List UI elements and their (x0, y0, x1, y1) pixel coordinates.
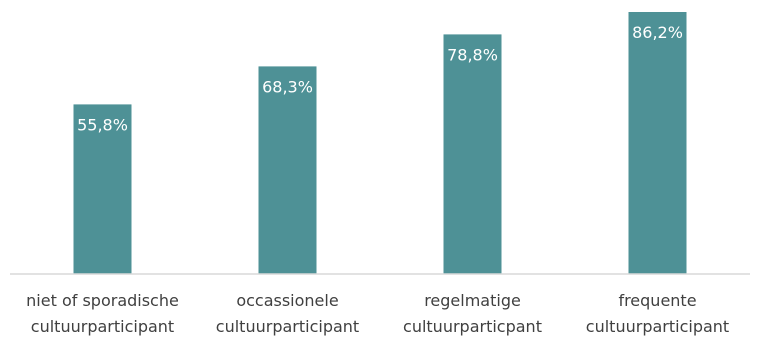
data-labels-group: 55,8% 68,3% 78,8% 86,2% (77, 23, 683, 134)
category-label-1-line-2: cultuurparticipant (31, 317, 174, 336)
category-label-3-line-1: regelmatige (424, 291, 521, 310)
data-label-3: 78,8% (447, 45, 498, 64)
bar-1 (73, 104, 132, 275)
category-label-4-line-1: frequente (618, 291, 696, 310)
category-label-4-line-2: cultuurparticipant (586, 317, 729, 336)
bar-3 (443, 34, 502, 275)
category-label-2-line-1: occassionele (236, 291, 338, 310)
data-label-1: 55,8% (77, 115, 128, 134)
category-label-3-line-2: cultuurparticpant (403, 317, 542, 336)
bar-2 (258, 66, 317, 275)
bars-group (73, 12, 687, 275)
category-label-2-line-2: cultuurparticipant (216, 317, 359, 336)
data-label-2: 68,3% (262, 77, 313, 96)
data-label-4: 86,2% (632, 23, 683, 42)
category-label-1-line-1: niet of sporadische (26, 291, 179, 310)
category-labels-group: niet of sporadische cultuurparticipant occ… (26, 291, 729, 336)
bar-4 (628, 12, 687, 274)
